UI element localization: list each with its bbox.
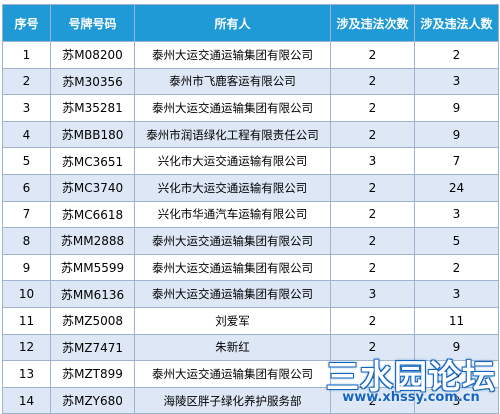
cell-violation-count: 2 bbox=[330, 306, 415, 335]
cell-violation-persons: 11 bbox=[414, 306, 499, 335]
cell-owner: 泰州大运交通运输集团有限公司 bbox=[134, 94, 331, 122]
cell-plate: 苏M30356 bbox=[50, 67, 135, 96]
cell-owner: 兴化市大运交通运输有限公司 bbox=[134, 173, 331, 202]
cell-plate: 苏MZY680 bbox=[50, 386, 135, 414]
cell-owner: 泰州市润语绿化工程有限责任公司 bbox=[134, 120, 331, 149]
cell-plate: 苏MM6136 bbox=[50, 280, 135, 308]
cell-violation-count: 2 bbox=[330, 67, 415, 96]
cell-violation-persons: 3 bbox=[414, 386, 499, 414]
cell-violation-persons: 3 bbox=[414, 67, 499, 96]
cell-plate: 苏MZ7471 bbox=[50, 333, 135, 362]
cell-violation-count: 2 bbox=[330, 386, 415, 414]
table-row: 7 苏MC6618 兴化市华通汽车运输有限公司 2 3 bbox=[2, 200, 499, 229]
cell-owner: 海陵区胖子绿化养护服务部 bbox=[134, 386, 331, 414]
cell-index: 7 bbox=[2, 200, 51, 229]
cell-plate: 苏M08200 bbox=[50, 41, 135, 69]
header-violation-persons: 涉及违法人数 bbox=[414, 4, 499, 42]
cell-violation-persons: 9 bbox=[414, 333, 499, 362]
cell-violation-count: 3 bbox=[330, 147, 415, 175]
table-row: 4 苏MBB180 泰州市润语绿化工程有限责任公司 2 9 bbox=[2, 120, 499, 149]
table-row: 2 苏M30356 泰州市飞鹿客运有限公司 2 3 bbox=[2, 67, 499, 96]
cell-violation-persons: 9 bbox=[414, 120, 499, 149]
violations-table: 序号 号牌号码 所有人 涉及违法次数 涉及违法人数 1 苏M08200 泰州大运交通… bbox=[2, 4, 499, 414]
cell-violation-count: 2 bbox=[330, 227, 415, 255]
cell-violation-persons: 3 bbox=[414, 200, 499, 229]
cell-owner: 泰州大运交通运输集团有限公司 bbox=[134, 41, 331, 69]
table-header: 序号 号牌号码 所有人 涉及违法次数 涉及违法人数 bbox=[2, 4, 499, 42]
table-row: 5 苏MC3651 兴化市大运交通运输有限公司 3 7 bbox=[2, 147, 499, 175]
cell-owner: 泰州大运交通运输集团有限公司 bbox=[134, 227, 331, 255]
cell-violation-persons: 7 bbox=[414, 147, 499, 175]
cell-owner: 刘爱军 bbox=[134, 306, 331, 335]
table-row: 10 苏MM6136 泰州大运交通运输集团有限公司 3 3 bbox=[2, 280, 499, 308]
cell-plate: 苏MC6618 bbox=[50, 200, 135, 229]
table-row: 3 苏M35281 泰州大运交通运输集团有限公司 2 9 bbox=[2, 94, 499, 122]
header-plate: 号牌号码 bbox=[50, 4, 135, 42]
cell-plate: 苏MBB180 bbox=[50, 120, 135, 149]
cell-violation-persons: 5 bbox=[414, 227, 499, 255]
cell-index: 11 bbox=[2, 306, 51, 335]
table-body: 1 苏M08200 泰州大运交通运输集团有限公司 2 2 2 苏M30356 泰州市飞鹿客运有… bbox=[2, 41, 499, 414]
table-row: 1 苏M08200 泰州大运交通运输集团有限公司 2 2 bbox=[2, 41, 499, 69]
cell-violation-persons: 2 bbox=[414, 41, 499, 69]
header-index: 序号 bbox=[2, 4, 51, 42]
header-violation-count: 涉及违法次数 bbox=[330, 4, 415, 42]
cell-violation-count: 2 bbox=[330, 120, 415, 149]
cell-violation-count: 2 bbox=[330, 333, 415, 362]
cell-violation-persons: 24 bbox=[414, 173, 499, 202]
table-row: 9 苏MM5599 泰州大运交通运输集团有限公司 2 2 bbox=[2, 253, 499, 282]
cell-violation-persons: 3 bbox=[414, 280, 499, 308]
cell-owner: 泰州市飞鹿客运有限公司 bbox=[134, 67, 331, 96]
cell-owner: 兴化市华通汽车运输有限公司 bbox=[134, 200, 331, 229]
cell-plate: 苏MZ5008 bbox=[50, 306, 135, 335]
cell-violation-count: 3 bbox=[330, 280, 415, 308]
cell-index: 6 bbox=[2, 173, 51, 202]
cell-owner: 朱新红 bbox=[134, 333, 331, 362]
cell-owner: 泰州大运交通运输集团有限公司 bbox=[134, 280, 331, 308]
cell-owner: 泰州大运交通运输集团有限公司 bbox=[134, 253, 331, 282]
table-row: 6 苏MC3740 兴化市大运交通运输有限公司 2 24 bbox=[2, 173, 499, 202]
cell-plate: 苏M35281 bbox=[50, 94, 135, 122]
table-row: 8 苏MM2888 泰州大运交通运输集团有限公司 2 5 bbox=[2, 227, 499, 255]
table-row: 13 苏MZT899 泰州大运交通运输集团有限公司 2 3 bbox=[2, 360, 499, 388]
cell-violation-count: 2 bbox=[330, 360, 415, 388]
cell-index: 3 bbox=[2, 94, 51, 122]
cell-index: 14 bbox=[2, 386, 51, 414]
cell-index: 4 bbox=[2, 120, 51, 149]
cell-violation-count: 2 bbox=[330, 253, 415, 282]
cell-index: 13 bbox=[2, 360, 51, 388]
header-row: 序号 号牌号码 所有人 涉及违法次数 涉及违法人数 bbox=[2, 4, 499, 42]
table-row: 11 苏MZ5008 刘爱军 2 11 bbox=[2, 306, 499, 335]
cell-violation-persons: 2 bbox=[414, 253, 499, 282]
cell-plate: 苏MZT899 bbox=[50, 360, 135, 388]
cell-violation-persons: 3 bbox=[414, 360, 499, 388]
table-row: 12 苏MZ7471 朱新红 2 9 bbox=[2, 333, 499, 362]
cell-owner: 兴化市大运交通运输有限公司 bbox=[134, 147, 331, 175]
cell-plate: 苏MM5599 bbox=[50, 253, 135, 282]
cell-index: 12 bbox=[2, 333, 51, 362]
cell-violation-count: 2 bbox=[330, 41, 415, 69]
cell-plate: 苏MC3740 bbox=[50, 173, 135, 202]
cell-index: 9 bbox=[2, 253, 51, 282]
cell-index: 2 bbox=[2, 67, 51, 96]
cell-plate: 苏MC3651 bbox=[50, 147, 135, 175]
cell-violation-count: 2 bbox=[330, 200, 415, 229]
cell-violation-count: 2 bbox=[330, 173, 415, 202]
cell-violation-persons: 9 bbox=[414, 94, 499, 122]
cell-index: 8 bbox=[2, 227, 51, 255]
cell-violation-count: 2 bbox=[330, 94, 415, 122]
cell-index: 10 bbox=[2, 280, 51, 308]
cell-index: 5 bbox=[2, 147, 51, 175]
cell-plate: 苏MM2888 bbox=[50, 227, 135, 255]
cell-index: 1 bbox=[2, 41, 51, 69]
cell-owner: 泰州大运交通运输集团有限公司 bbox=[134, 360, 331, 388]
table-row: 14 苏MZY680 海陵区胖子绿化养护服务部 2 3 bbox=[2, 386, 499, 414]
header-owner: 所有人 bbox=[134, 4, 331, 42]
